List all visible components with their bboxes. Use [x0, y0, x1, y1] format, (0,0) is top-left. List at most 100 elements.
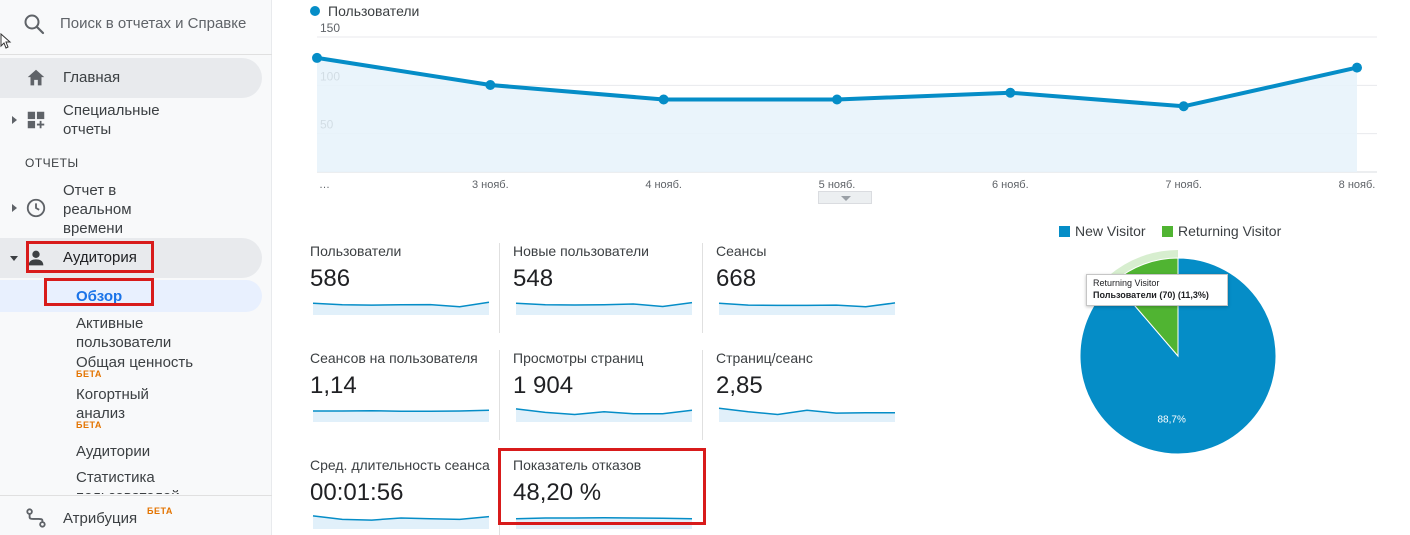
- clock-icon: [26, 198, 46, 218]
- divider: [0, 495, 272, 496]
- sidebar-subitem-label: Общая ценность: [76, 354, 194, 371]
- search-input[interactable]: [60, 11, 246, 35]
- sidebar-subitem-audiences[interactable]: Аудитории: [0, 441, 262, 463]
- sidebar-item-realtime[interactable]: Отчет в реальном времени: [0, 180, 262, 237]
- data-point[interactable]: [658, 94, 669, 105]
- beta-badge: БЕТА: [147, 506, 173, 516]
- sidebar: Главная Специальные отчеты ОТЧЕТЫ Отчет …: [0, 0, 272, 535]
- mouse-cursor-icon: [0, 33, 12, 49]
- caret-right-icon: [12, 116, 17, 124]
- metric-value: 1 904: [513, 372, 574, 399]
- metric-sparkline: [313, 409, 490, 422]
- legend-swatch-new-visitor: [1059, 226, 1070, 237]
- data-point[interactable]: [485, 80, 496, 90]
- sidebar-subitem-label: Статистика пользователей: [76, 469, 180, 494]
- pie-slice-label: 88,7%: [1157, 414, 1185, 425]
- metric-label: Сеансы: [716, 243, 767, 259]
- sidebar-item-label: Аудитория: [63, 249, 137, 266]
- metric-tile[interactable]: Показатель отказов 48,20 %: [513, 457, 703, 535]
- metric-tile[interactable]: Страниц/сеанс 2,85: [716, 350, 906, 440]
- metric-label: Просмотры страниц: [513, 350, 644, 366]
- chart-legend-label: Пользователи: [328, 3, 420, 19]
- home-icon: [27, 69, 45, 86]
- metric-sparkline: [312, 301, 490, 315]
- highlight-box-overview: [44, 278, 154, 306]
- data-point[interactable]: [832, 94, 842, 105]
- sidebar-item-label: Главная: [63, 69, 121, 86]
- sidebar-item-custom-reports[interactable]: Специальные отчеты: [0, 100, 262, 142]
- sidebar-item-label: Отчет в реальном времени: [63, 182, 132, 237]
- legend-swatch-returning-visitor: [1162, 226, 1173, 237]
- metric-value: 48,20 %: [513, 479, 602, 506]
- sparkline-area: [313, 410, 489, 422]
- x-tick-label: 3 нояб.: [472, 179, 509, 191]
- sidebar-subitem-label: Когортный анализ: [76, 386, 149, 422]
- beta-badge: БЕТА: [76, 420, 102, 430]
- sidebar-item-home[interactable]: Главная: [0, 58, 262, 98]
- sidebar-subitem-overview[interactable]: Обзор: [0, 280, 262, 312]
- metric-value: 1,14: [310, 372, 357, 399]
- metric-value: 548: [513, 265, 554, 292]
- chart-collapse-toggle[interactable]: [818, 191, 872, 204]
- tile-divider: [499, 243, 500, 333]
- sidebar-subitem-active-users[interactable]: Активные пользователи: [0, 314, 262, 351]
- x-tick-label: 7 нояб.: [1165, 179, 1202, 191]
- sparkline-area: [516, 408, 692, 422]
- sidebar-item-label: Атрибуция: [63, 510, 138, 527]
- x-tick-label: 4 нояб.: [645, 179, 682, 191]
- metric-tile[interactable]: Новые пользователи 548: [513, 243, 703, 333]
- highlight-box-bounce-rate: [498, 448, 706, 525]
- data-point[interactable]: [1005, 87, 1016, 98]
- metric-sparkline: [718, 407, 895, 422]
- tile-divider: [499, 350, 500, 440]
- search-icon[interactable]: [22, 12, 46, 36]
- sidebar-subitem-lifetime-value[interactable]: Общая ценность БЕТА: [0, 353, 262, 379]
- caret-right-icon: [12, 204, 17, 212]
- sidebar-subitem-label: Активные пользователи: [76, 315, 172, 351]
- sparkline-line: [515, 516, 693, 520]
- metric-tile[interactable]: Пользователи 586: [310, 243, 500, 333]
- sidebar-item-label: Специальные отчеты: [63, 102, 160, 138]
- x-tick-label: 8 нояб.: [1339, 179, 1376, 191]
- sidebar-subitem-label: Аудитории: [76, 443, 151, 460]
- sparkline-line: [515, 301, 693, 308]
- sparkline-area: [719, 408, 895, 422]
- metric-value: 2,85: [716, 372, 763, 399]
- metric-tile[interactable]: Сеансов на пользователя 1,14: [310, 350, 500, 440]
- sidebar-item-attribution[interactable]: Атрибуция БЕТА: [0, 498, 262, 535]
- metric-label: Сеансов на пользователя: [310, 350, 478, 366]
- sidebar-subitem-cohort-analysis[interactable]: Когортный анализ БЕТА: [0, 385, 262, 430]
- sparkline-line: [313, 409, 490, 413]
- sparkline-line: [515, 408, 693, 416]
- dashboard-add-icon: [27, 111, 45, 129]
- x-tick-label: 5 нояб.: [819, 179, 856, 191]
- sidebar-subitem-user-explorer[interactable]: Статистика пользователей: [0, 468, 262, 494]
- sidebar-subitem-label: Обзор: [76, 288, 123, 305]
- data-point[interactable]: [312, 52, 322, 63]
- tooltip-body: Пользователи (70) (11,3%): [1093, 290, 1209, 300]
- metric-value: 00:01:56: [310, 479, 404, 506]
- pie-legend-label: New Visitor: [1075, 223, 1146, 239]
- series-area: [317, 57, 1357, 172]
- sparkline-line: [718, 302, 896, 308]
- metric-sparkline: [515, 408, 693, 422]
- beta-badge: БЕТА: [76, 369, 102, 379]
- metric-label: Страниц/сеанс: [716, 350, 813, 366]
- sparkline-line: [312, 301, 490, 308]
- person-icon: [28, 250, 44, 266]
- data-point[interactable]: [1178, 101, 1189, 112]
- pie-legend-label: Returning Visitor: [1178, 223, 1282, 239]
- y-tick-label: 150: [320, 22, 340, 35]
- metric-tile[interactable]: Сред. длительность сеанса 00:01:56: [310, 457, 500, 535]
- data-point[interactable]: [1352, 62, 1362, 73]
- pie-tooltip: Returning Visitor Пользователи (70) (11,…: [1086, 274, 1228, 306]
- legend-swatch-users: [310, 6, 320, 16]
- users-line-chart: 15010050…3 нояб.4 нояб.5 нояб.6 нояб.7 н…: [312, 22, 1377, 191]
- tooltip-title: Returning Visitor: [1093, 278, 1160, 288]
- metric-tile[interactable]: Просмотры страниц 1 904: [513, 350, 703, 440]
- highlight-box-audience: [26, 241, 154, 273]
- metric-tile[interactable]: Сеансы 668: [716, 243, 906, 333]
- metric-label: Пользователи: [310, 243, 402, 259]
- sparkline-line: [718, 407, 895, 416]
- metric-sparkline: [718, 302, 896, 315]
